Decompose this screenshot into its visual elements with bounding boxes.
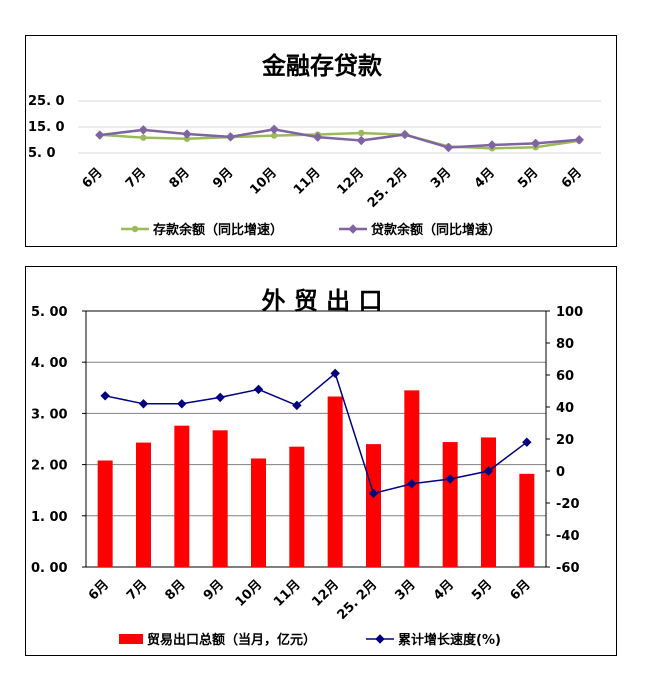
export-bar bbox=[212, 430, 228, 567]
right-y-tick-label: 0 bbox=[556, 465, 565, 480]
deposit-loan-chart-panel: 金融存贷款 25. 0 15. 0 5. 0 6月 7月 8月 9月 10月 11月 12月 25. … bbox=[25, 35, 617, 247]
export-bar bbox=[519, 473, 535, 567]
export-bar bbox=[251, 458, 266, 567]
x-tick-label: 25. 2月 bbox=[365, 165, 411, 211]
export-chart: 外 贸 出 口 5. 00 4. 00 3. 00 2. 00 1. 00 0. 00 100… bbox=[31, 287, 583, 648]
loan-point bbox=[356, 135, 366, 146]
x-tick-label: 11月 bbox=[291, 165, 324, 198]
x-tick-label: 6月 bbox=[559, 165, 585, 191]
growth-point bbox=[368, 488, 379, 499]
chart-title: 金融存贷款 bbox=[261, 52, 383, 80]
export-bar bbox=[174, 425, 190, 567]
left-y-tick-label: 1. 00 bbox=[31, 510, 68, 525]
loan-legend-marker bbox=[348, 224, 358, 234]
growth-point bbox=[292, 400, 302, 411]
deposit-legend-marker bbox=[131, 225, 139, 233]
x-tick-label: 3月 bbox=[428, 165, 454, 191]
deposit-point bbox=[140, 134, 147, 141]
loan-point bbox=[225, 132, 236, 142]
loan-legend-label: 贷款余额（同比增速） bbox=[371, 222, 501, 238]
loan-point bbox=[182, 129, 192, 139]
x-tick-label: 12月 bbox=[335, 165, 368, 198]
right-y-tick-label: 40 bbox=[556, 401, 574, 416]
loan-point bbox=[443, 142, 454, 153]
loan-point bbox=[313, 132, 323, 142]
export-legend-label: 贸易出口总额（当月，亿元） bbox=[147, 632, 316, 648]
export-bar bbox=[289, 446, 305, 567]
x-tick-label: 5月 bbox=[515, 165, 541, 191]
right-y-tick-label: 80 bbox=[556, 337, 574, 352]
x-tick-label: 7月 bbox=[124, 577, 150, 603]
deposit-series-line bbox=[99, 131, 580, 150]
loan-point bbox=[269, 124, 279, 135]
export-chart-panel: 外 贸 出 口 5. 00 4. 00 3. 00 2. 00 1. 00 0. 00 100… bbox=[25, 266, 617, 656]
loan-point bbox=[530, 138, 541, 149]
loan-point bbox=[95, 130, 105, 140]
left-y-tick-label: 5. 00 bbox=[31, 305, 68, 320]
y-tick-label: 25. 0 bbox=[28, 94, 65, 109]
left-y-tick-label: 4. 00 bbox=[31, 356, 68, 371]
growth-legend-marker bbox=[375, 634, 385, 644]
left-y-tick-label: 2. 00 bbox=[31, 459, 68, 474]
growth-legend-label: 累计增长速度(%) bbox=[398, 632, 501, 648]
loan-point bbox=[574, 135, 584, 145]
x-tick-label: 12月 bbox=[309, 577, 342, 610]
right-y-tick-label: 20 bbox=[556, 433, 574, 448]
loan-point bbox=[487, 140, 497, 150]
x-tick-label: 7月 bbox=[123, 165, 149, 191]
y-tick-label: 5. 0 bbox=[28, 146, 56, 161]
right-y-tick-label: 100 bbox=[556, 305, 583, 320]
x-tick-label: 8月 bbox=[162, 577, 188, 603]
export-bar bbox=[442, 442, 458, 567]
export-bar bbox=[136, 442, 151, 567]
x-tick-label: 9月 bbox=[210, 165, 236, 191]
growth-point bbox=[330, 368, 340, 379]
deposit-point bbox=[358, 129, 365, 137]
x-tick-label: 8月 bbox=[167, 165, 193, 191]
right-y-tick-label: -20 bbox=[556, 497, 580, 512]
growth-point bbox=[407, 479, 417, 489]
growth-series-line bbox=[105, 372, 528, 495]
growth-point bbox=[483, 466, 494, 476]
growth-point bbox=[177, 399, 187, 409]
right-y-tick-label: -60 bbox=[556, 561, 580, 576]
x-tick-label: 6月 bbox=[86, 577, 112, 603]
x-tick-label: 10月 bbox=[247, 165, 280, 198]
left-y-tick-label: 3. 00 bbox=[31, 407, 68, 422]
export-bar bbox=[404, 390, 420, 567]
deposit-loan-chart: 金融存贷款 25. 0 15. 0 5. 0 6月 7月 8月 9月 10月 11月 12月25. … bbox=[28, 52, 601, 238]
growth-point bbox=[253, 384, 264, 395]
export-bar bbox=[366, 444, 381, 567]
x-tick-label: 3月 bbox=[392, 577, 418, 603]
x-tick-label: 4月 bbox=[431, 577, 457, 603]
loan-point bbox=[400, 129, 410, 140]
growth-point bbox=[445, 474, 455, 484]
growth-point bbox=[522, 437, 532, 447]
loan-series-line bbox=[99, 128, 580, 149]
right-y-tick-label: 60 bbox=[556, 369, 574, 384]
y-tick-label: 15. 0 bbox=[28, 120, 65, 135]
x-tick-label: 9月 bbox=[201, 577, 227, 603]
export-bar bbox=[97, 460, 113, 567]
export-legend-swatch bbox=[119, 634, 143, 644]
x-tick-label: 25. 2月 bbox=[335, 577, 381, 623]
right-y-tick-label: -40 bbox=[556, 529, 580, 544]
growth-point bbox=[138, 399, 149, 409]
x-tick-label: 4月 bbox=[472, 165, 498, 191]
growth-point bbox=[215, 392, 225, 403]
x-tick-label: 6月 bbox=[507, 577, 533, 603]
x-tick-label: 5月 bbox=[469, 577, 495, 603]
left-y-tick-label: 0. 00 bbox=[31, 561, 68, 576]
deposit-point bbox=[270, 132, 278, 139]
growth-point bbox=[100, 391, 110, 401]
x-tick-label: 6月 bbox=[79, 165, 105, 191]
chart-title: 外 贸 出 口 bbox=[261, 287, 382, 315]
export-bar bbox=[327, 396, 343, 567]
deposit-legend-label: 存款余额（同比增速） bbox=[153, 222, 283, 238]
x-tick-label: 10月 bbox=[233, 577, 266, 610]
x-tick-label: 11月 bbox=[271, 577, 304, 610]
export-bar bbox=[481, 437, 496, 567]
loan-point bbox=[138, 125, 149, 135]
